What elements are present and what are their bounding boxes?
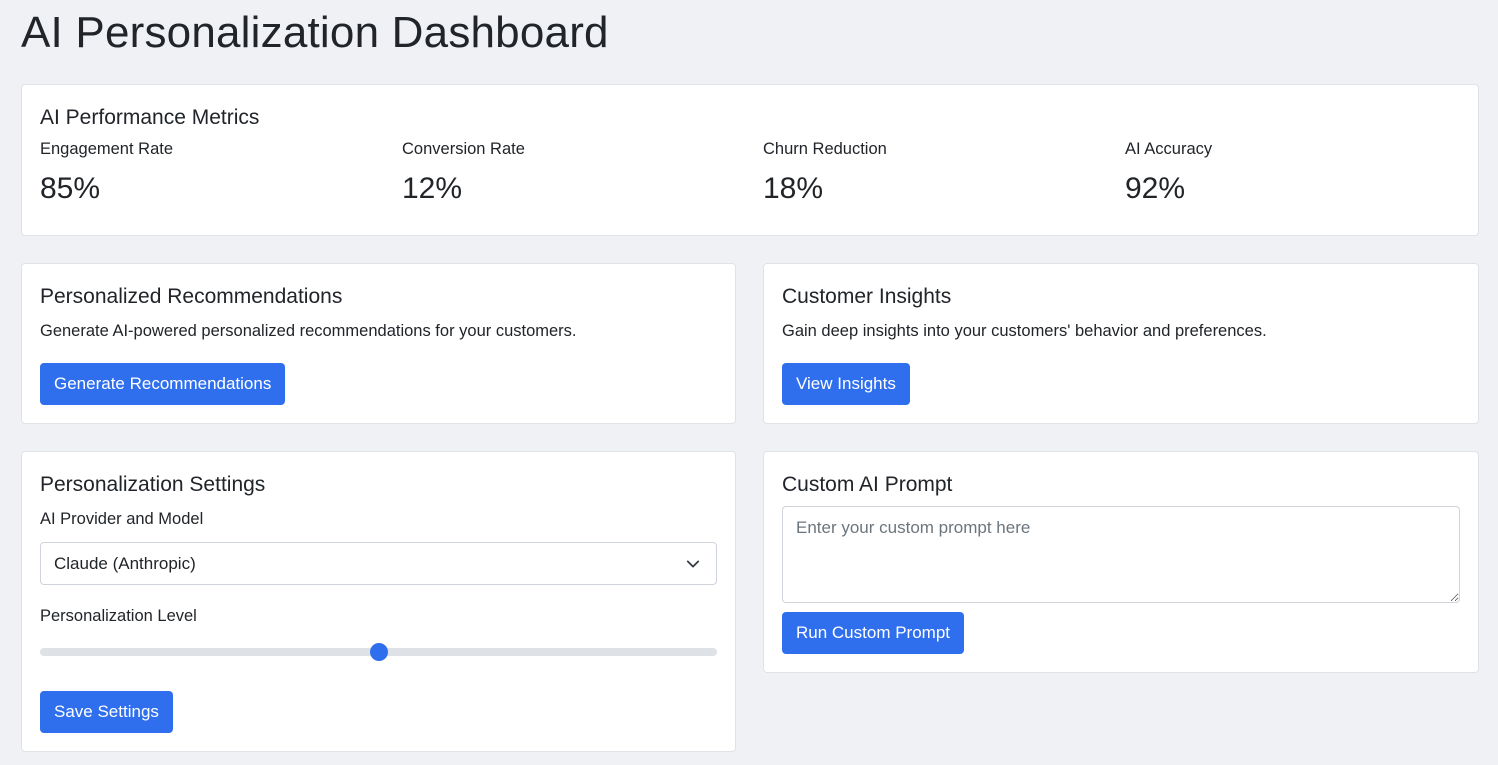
- prompt-card-title: Custom AI Prompt: [782, 473, 953, 496]
- chevron-down-icon: [686, 560, 700, 568]
- settings-card-title: Personalization Settings: [40, 473, 266, 496]
- metric-conversion-rate: Conversion Rate 12%: [402, 140, 742, 206]
- metric-label: AI Accuracy: [1125, 140, 1213, 158]
- personalization-level-label: Personalization Level: [40, 607, 197, 625]
- personalization-settings-card: Personalization Settings AI Provider and…: [21, 451, 736, 752]
- slider-thumb[interactable]: [369, 643, 388, 661]
- page-title: AI Personalization Dashboard: [21, 8, 609, 57]
- save-settings-button[interactable]: Save Settings: [40, 691, 173, 733]
- metric-label: Churn Reduction: [763, 140, 887, 158]
- insights-description: Gain deep insights into your customers' …: [782, 322, 1267, 340]
- recommendations-card: Personalized Recommendations Generate AI…: [21, 263, 736, 424]
- recommendations-description: Generate AI-powered personalized recomme…: [40, 322, 577, 340]
- performance-metrics-card: AI Performance Metrics Engagement Rate 8…: [21, 84, 1479, 236]
- recommendations-card-title: Personalized Recommendations: [40, 285, 343, 308]
- run-custom-prompt-button[interactable]: Run Custom Prompt: [782, 612, 964, 654]
- provider-select[interactable]: Claude (Anthropic): [40, 542, 717, 585]
- metric-label: Engagement Rate: [40, 140, 174, 158]
- insights-card-title: Customer Insights: [782, 285, 952, 308]
- personalization-level-slider[interactable]: [40, 643, 717, 661]
- generate-recommendations-button[interactable]: Generate Recommendations: [40, 363, 286, 405]
- view-insights-button[interactable]: View Insights: [782, 363, 910, 405]
- custom-prompt-input[interactable]: [782, 506, 1460, 603]
- customer-insights-card: Customer Insights Gain deep insights int…: [763, 263, 1479, 424]
- provider-selected-value: Claude (Anthropic): [54, 554, 196, 573]
- metrics-card-title: AI Performance Metrics: [40, 106, 260, 129]
- metric-value: 85%: [40, 172, 101, 205]
- provider-label: AI Provider and Model: [40, 510, 204, 528]
- custom-prompt-card: Custom AI Prompt Run Custom Prompt: [763, 451, 1479, 673]
- metric-engagement-rate: Engagement Rate 85%: [40, 140, 380, 206]
- metric-value: 18%: [763, 172, 824, 205]
- metric-value: 92%: [1125, 172, 1186, 205]
- metric-value: 12%: [402, 172, 463, 205]
- metric-churn-reduction: Churn Reduction 18%: [763, 140, 1103, 206]
- metric-ai-accuracy: AI Accuracy 92%: [1125, 140, 1465, 206]
- metric-label: Conversion Rate: [402, 140, 525, 158]
